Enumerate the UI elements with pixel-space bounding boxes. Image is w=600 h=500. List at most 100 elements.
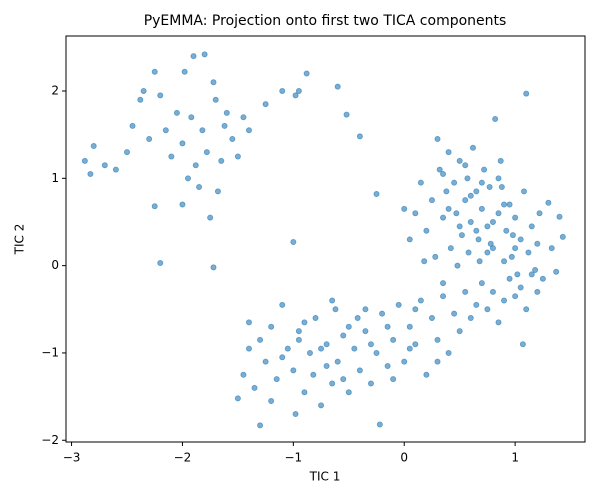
scatter-point [484, 306, 491, 313]
y-tick-label: 1 [51, 171, 59, 185]
scatter-point [508, 253, 515, 260]
scatter-point [454, 262, 461, 269]
scatter-point [534, 288, 541, 295]
scatter-point [112, 166, 119, 173]
scatter-point [146, 136, 153, 143]
y-axis-label: TIC 2 [13, 224, 27, 256]
scatter-point [456, 328, 463, 335]
scatter-point [245, 319, 252, 326]
scatter-point [440, 280, 447, 287]
scatter-point [212, 96, 219, 103]
scatter-point [295, 328, 302, 335]
scatter-point [423, 227, 430, 234]
scatter-point [301, 319, 308, 326]
scatter-point [497, 157, 504, 164]
scatter-point [373, 191, 380, 198]
scatter-point [464, 175, 471, 182]
x-tick-label: 0 [400, 451, 408, 465]
scatter-point [412, 210, 419, 217]
scatter-point [517, 236, 524, 243]
scatter-point [501, 201, 508, 208]
scatter-point [306, 349, 313, 356]
scatter-point [284, 345, 291, 352]
scatter-point [451, 310, 458, 317]
scatter-point [523, 306, 530, 313]
scatter-point [539, 275, 546, 282]
scatter-point [268, 323, 275, 330]
scatter-point [234, 153, 241, 160]
y-tick-label: −2 [41, 433, 59, 447]
scatter-point [512, 293, 519, 300]
scatter-point [498, 184, 505, 191]
scatter-point [548, 245, 555, 252]
scatter-point [240, 371, 247, 378]
scatter-point [221, 122, 228, 129]
scatter-point [179, 140, 186, 147]
scatter-point [329, 380, 336, 387]
scatter-point [334, 358, 341, 365]
scatter-point [523, 90, 530, 97]
scatter-point [196, 184, 203, 191]
scatter-point [301, 389, 308, 396]
points [81, 51, 566, 429]
y-tick-label: 0 [51, 258, 59, 272]
scatter-point [356, 367, 363, 374]
scatter-point [214, 188, 221, 195]
scatter-point [81, 157, 88, 164]
scatter-point [123, 149, 130, 156]
scatter-point [478, 179, 485, 186]
scatter-point [473, 227, 480, 234]
scatter-point [476, 258, 483, 265]
scatter-point [173, 109, 180, 116]
scatter-point [251, 384, 258, 391]
scatter-point [473, 301, 480, 308]
scatter-point [210, 79, 217, 86]
scatter-point [484, 223, 491, 230]
scatter-point [434, 336, 441, 343]
scatter-point [90, 143, 97, 150]
scatter-point [421, 258, 428, 265]
scatter-point [295, 336, 302, 343]
scatter-point [440, 170, 447, 177]
scatter-point [367, 341, 374, 348]
scatter-point [362, 306, 369, 313]
scatter-point [157, 92, 164, 99]
scatter-point [481, 166, 488, 173]
scatter-point [489, 288, 496, 295]
scatter-point [406, 236, 413, 243]
scatter-point [168, 153, 175, 160]
scatter-point [257, 422, 264, 429]
scatter-point [447, 245, 454, 252]
scatter-point [340, 376, 347, 383]
scatter-point [329, 297, 336, 304]
scatter-point [376, 421, 383, 428]
scatter-point [384, 323, 391, 330]
scatter-point [519, 341, 526, 348]
scatter-point [417, 297, 424, 304]
scatter-point [245, 127, 252, 134]
scatter-point [201, 51, 208, 58]
scatter-point [462, 197, 469, 204]
scatter-point [545, 199, 552, 206]
scatter-point [434, 136, 441, 143]
scatter-point [203, 149, 210, 156]
scatter-point [503, 227, 510, 234]
scatter-point [475, 236, 482, 243]
scatter-point [486, 184, 493, 191]
scatter-point [401, 205, 408, 212]
x-tick-label: −3 [63, 451, 81, 465]
scatter-point [465, 249, 472, 256]
scatter-point [484, 249, 491, 256]
scatter-point [458, 232, 465, 239]
scatter-point [210, 264, 217, 271]
scatter-point [229, 136, 236, 143]
scatter-point [332, 306, 339, 313]
scatter-point [179, 201, 186, 208]
scatter-point [262, 358, 269, 365]
scatter-point [262, 101, 269, 108]
scatter-point [345, 389, 352, 396]
scatter-point [495, 210, 502, 217]
scatter-point [489, 218, 496, 225]
scatter-point [462, 162, 469, 169]
